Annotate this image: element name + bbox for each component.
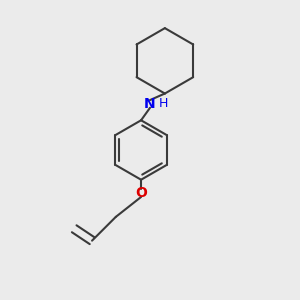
- Text: O: O: [135, 186, 147, 200]
- Text: N: N: [144, 97, 156, 111]
- Text: H: H: [159, 97, 168, 110]
